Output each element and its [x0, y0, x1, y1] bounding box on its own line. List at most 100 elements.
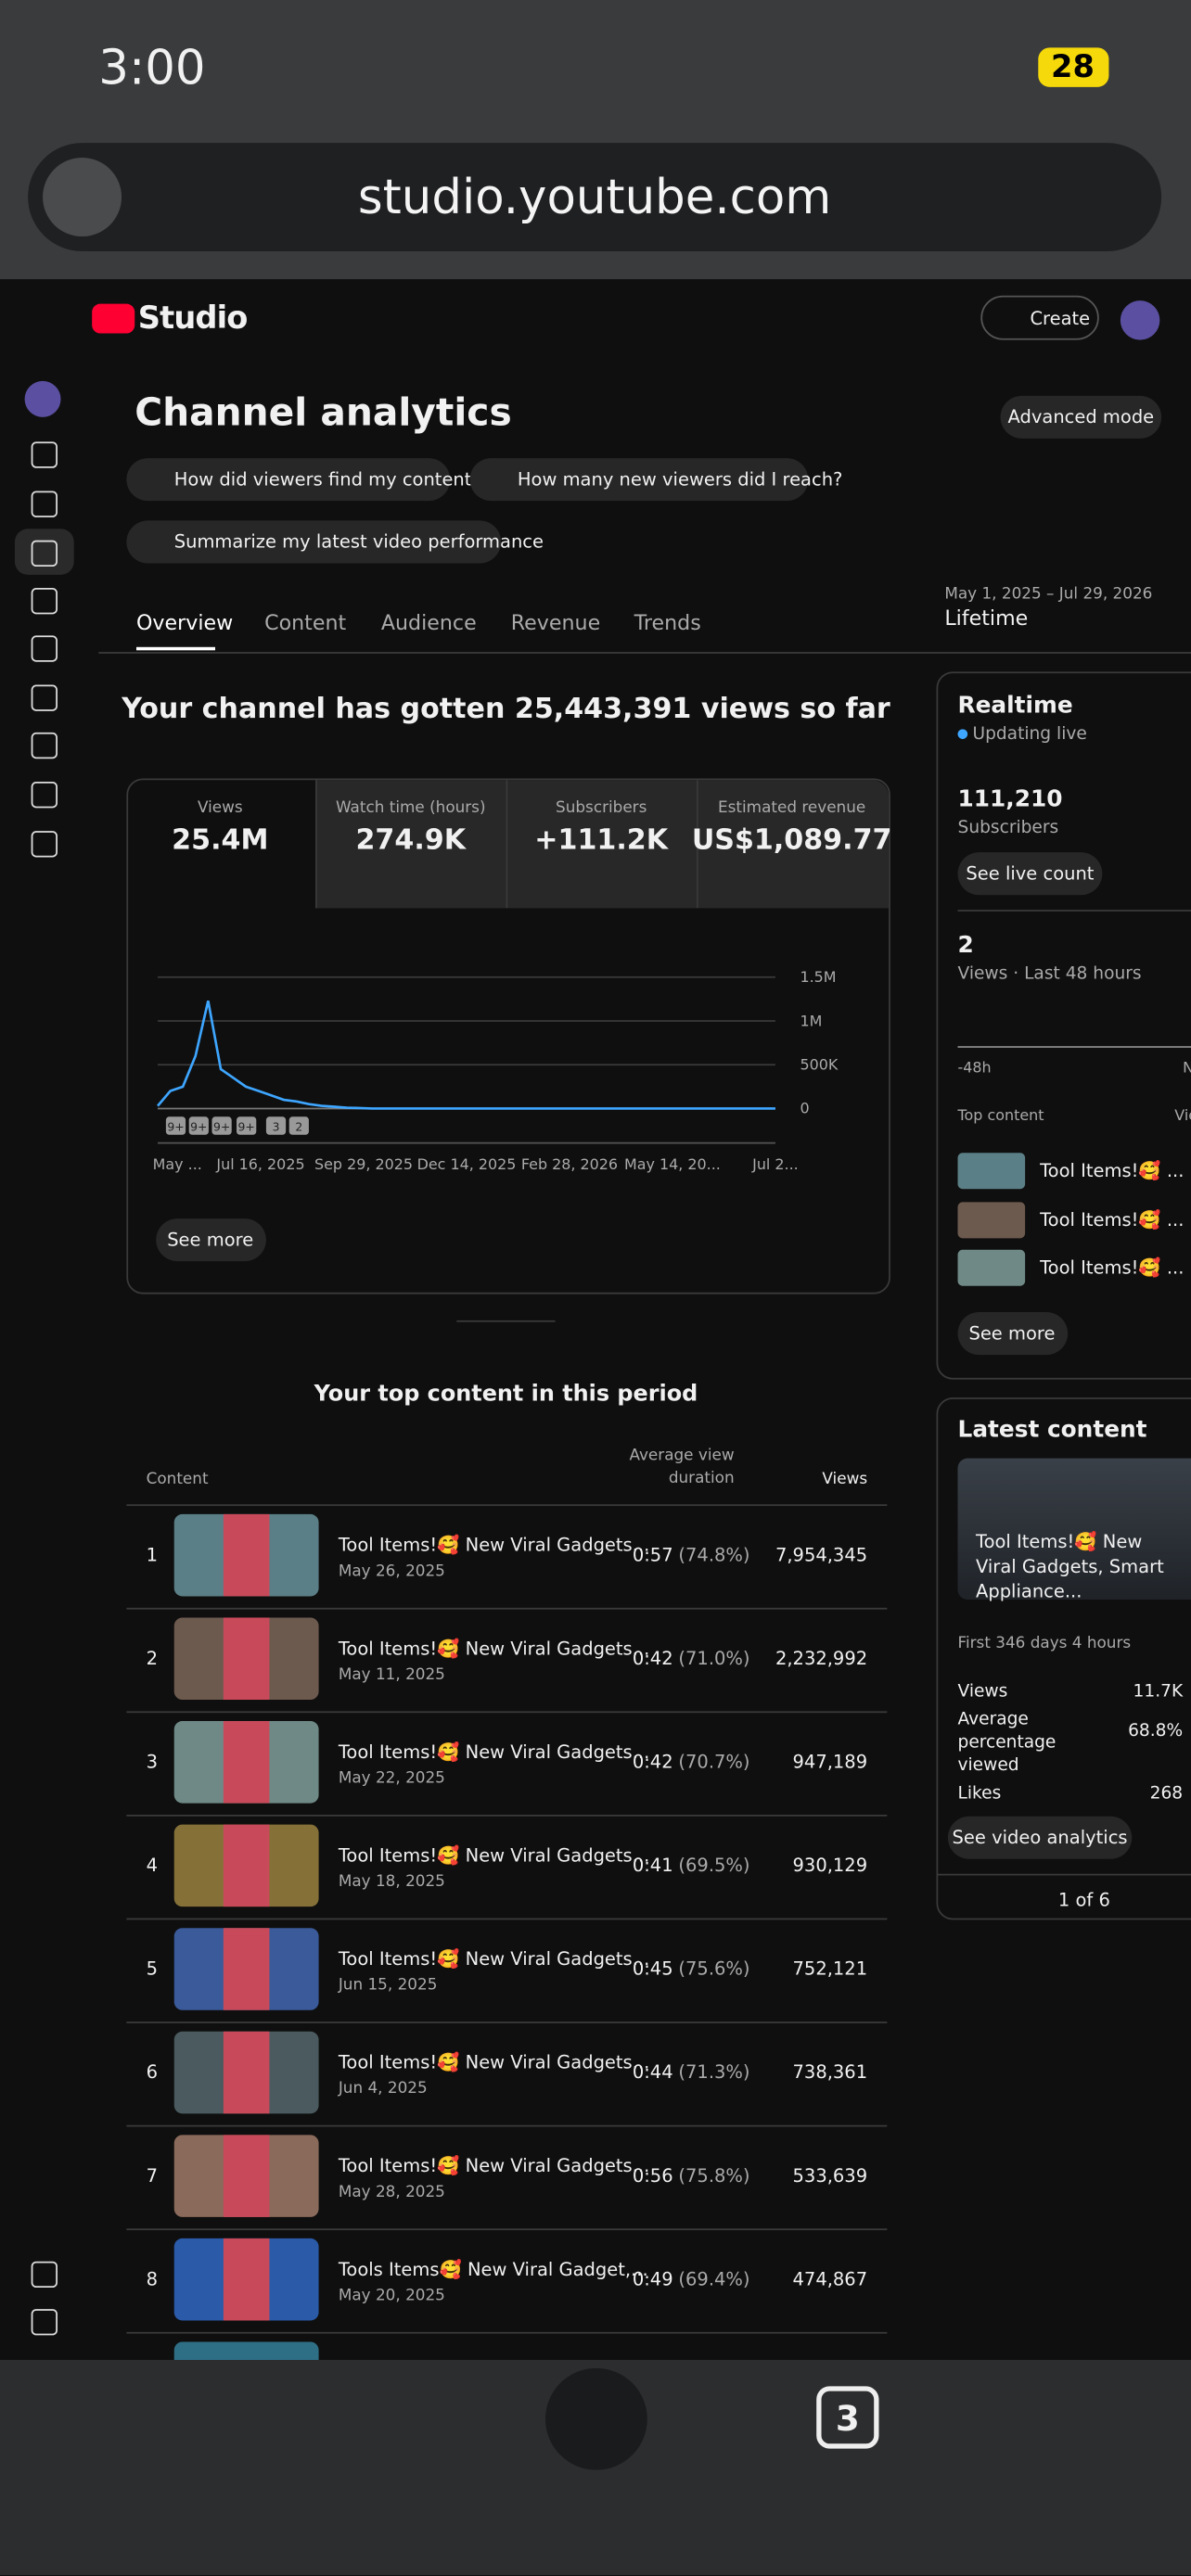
tab[interactable]: Trends — [634, 609, 701, 635]
duration: 0:45 — [632, 1958, 673, 1980]
see-more-button[interactable] — [957, 1312, 1069, 1356]
tab[interactable]: Content — [264, 609, 347, 635]
column-header: Content — [146, 1470, 209, 1489]
duration: 0:57 — [632, 1544, 673, 1566]
metric-value: 274.9K — [355, 824, 467, 858]
tab[interactable]: Overview — [135, 609, 234, 635]
video-title[interactable]: Tool Items!🥰 ... — [1040, 1209, 1185, 1231]
line-series — [157, 1000, 775, 1110]
divider — [957, 910, 1191, 912]
create-button[interactable] — [980, 295, 1099, 340]
tabs-button[interactable] — [816, 2386, 879, 2449]
rank: 1 — [146, 1544, 159, 1566]
video-thumbnail[interactable] — [957, 1458, 1191, 1600]
video-title[interactable]: Tool Items!🥰 New Viral Gadgets... — [338, 1741, 650, 1764]
views: 2,232,992 — [775, 1648, 868, 1670]
video-date: May 28, 2025 — [338, 2183, 445, 2202]
tab-count[interactable]: 3 — [835, 2399, 860, 2439]
period[interactable]: Lifetime — [944, 605, 1029, 631]
thumbnail[interactable] — [957, 1249, 1026, 1286]
thumbnail-figure — [223, 1824, 270, 1907]
new-tab-button[interactable] — [544, 2367, 647, 2470]
thumbnail[interactable] — [957, 1153, 1026, 1190]
video-title[interactable]: Tools Items🥰 New Viral Gadget,... — [338, 2259, 648, 2281]
video-title[interactable]: Tool Items!🥰 New Viral Gadgets... — [338, 1948, 650, 1970]
column-header: Average view duration — [629, 1447, 735, 1488]
tab[interactable]: Revenue — [510, 609, 601, 635]
nav-icon[interactable] — [31, 540, 58, 567]
tab[interactable]: Audience — [380, 609, 477, 635]
prompt-chip[interactable] — [469, 458, 809, 502]
avatar[interactable] — [1120, 300, 1160, 340]
advanced-button[interactable] — [1000, 395, 1162, 439]
video-title[interactable]: Tool Items!🥰 New Viral Gadgets... — [338, 1638, 650, 1660]
incognito-icon — [43, 158, 122, 237]
realtime-card — [936, 671, 1191, 1380]
video-date: Jun 15, 2025 — [338, 1976, 438, 1995]
column-header: Vie — [1174, 1108, 1191, 1126]
live-count-label[interactable]: See live count — [966, 862, 1095, 885]
prompt-chip[interactable] — [126, 458, 451, 502]
see-more[interactable]: See more — [968, 1322, 1056, 1345]
y-tick-label: 1M — [800, 1012, 822, 1029]
card-title: Realtime — [957, 693, 1073, 720]
nav-icon[interactable] — [31, 732, 58, 759]
divider — [126, 2021, 888, 2023]
nav-icon[interactable] — [24, 380, 61, 417]
metric-label: Views — [197, 798, 243, 818]
x-tick-label: Sep 29, 2025 — [314, 1155, 413, 1173]
date-range[interactable]: May 1, 2025 – Jul 29, 2026 — [944, 585, 1153, 604]
nav-icon[interactable] — [31, 491, 58, 517]
video-title[interactable]: Tool Items!🥰 New Viral Gadgets, Smart Ap… — [975, 1531, 1164, 1602]
stat-label: Average percentage viewed — [957, 1709, 1057, 1776]
url[interactable]: studio.youtube.com — [357, 169, 832, 225]
prompt-text[interactable]: Summarize my latest video performance — [173, 530, 544, 553]
marker-label: 9+ — [167, 1119, 184, 1133]
video-date: Jun 4, 2025 — [338, 2080, 428, 2098]
marker-badge — [237, 1116, 257, 1135]
video-title[interactable]: Tool Items!🥰 New Viral Gadgets... — [338, 1535, 650, 1557]
nav-icon[interactable] — [31, 635, 58, 662]
video-analytics-label[interactable]: See video analytics — [952, 1827, 1128, 1849]
realtime-views: 2 — [957, 932, 974, 960]
card-title: Latest content — [957, 1417, 1147, 1444]
nav-icon[interactable] — [31, 2261, 58, 2289]
nav-icon[interactable] — [31, 684, 58, 711]
live-count-button[interactable] — [957, 852, 1103, 896]
video-title[interactable]: Tool Items!🥰 New Viral Gadgets... — [338, 2051, 650, 2073]
duration-percent: (71.3%) — [678, 2061, 750, 2084]
create-label[interactable]: Create — [1030, 308, 1091, 330]
battery-level: 28 — [1051, 49, 1095, 86]
nav-icon[interactable] — [31, 782, 58, 809]
thumbnail — [173, 2341, 319, 2360]
prompt-text[interactable]: How did viewers find my content? — [173, 468, 481, 491]
thumbnail[interactable] — [957, 1202, 1026, 1239]
prompt-chip[interactable] — [126, 520, 502, 564]
see-more-button[interactable] — [156, 1218, 266, 1262]
video-analytics-button[interactable] — [947, 1816, 1133, 1859]
divider — [126, 1607, 888, 1610]
metric-tile[interactable] — [696, 780, 890, 909]
nav-icon[interactable] — [31, 588, 58, 615]
views: 7,954,345 — [775, 1544, 868, 1566]
thumbnail-figure — [223, 2238, 270, 2321]
video-title[interactable]: Tool Items!🥰 ... — [1040, 1256, 1185, 1279]
stat-value: 11.7K — [1133, 1681, 1184, 1702]
duration-percent: (70.7%) — [678, 1751, 750, 1773]
advanced-label[interactable]: Advanced mode — [1007, 406, 1155, 428]
nav-icon[interactable] — [31, 831, 58, 858]
address-bar[interactable] — [28, 143, 1162, 251]
video-title[interactable]: Tool Items!🥰 New Viral Gadgets... — [338, 2155, 650, 2177]
axis-label: -48h — [957, 1061, 992, 1078]
metric-tile[interactable] — [506, 780, 698, 909]
metric-tile[interactable] — [315, 780, 508, 909]
prompt-text[interactable]: How many new viewers did I reach? — [517, 468, 843, 491]
video-title[interactable]: Tool Items!🥰 ... — [1040, 1160, 1185, 1182]
see-more[interactable]: See more — [167, 1229, 254, 1251]
nav-icon[interactable] — [31, 441, 58, 468]
page-title: Channel analytics — [134, 392, 512, 436]
y-tick-label: 1.5M — [800, 968, 836, 986]
duration-percent: (69.4%) — [678, 2268, 750, 2290]
nav-icon[interactable] — [31, 2309, 58, 2336]
video-title[interactable]: Tool Items!🥰 New Viral Gadgets... — [338, 1844, 650, 1867]
